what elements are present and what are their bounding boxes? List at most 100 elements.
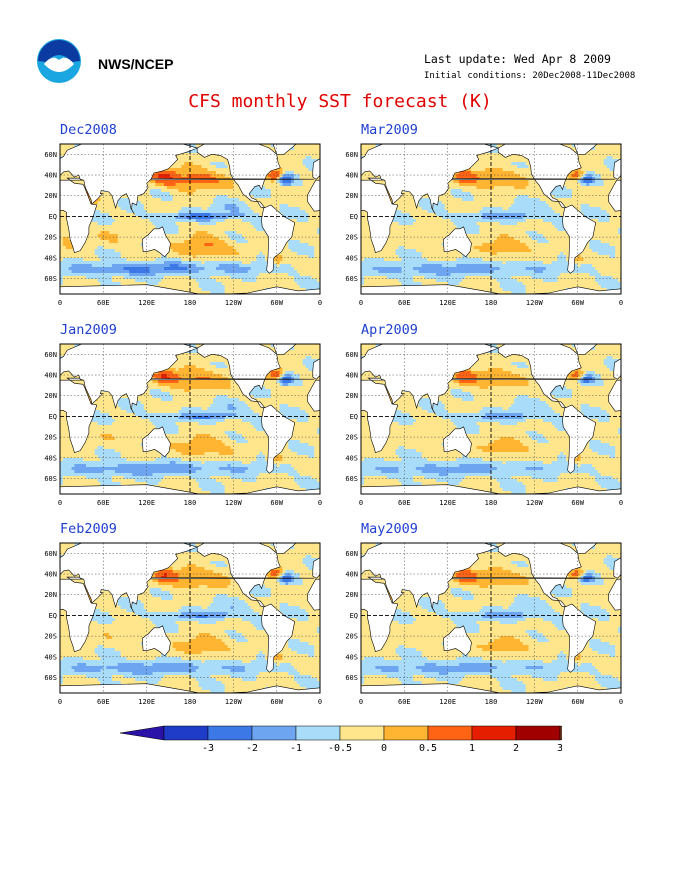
lat-label: 60S [345,674,358,682]
lon-label: 120E [138,698,155,706]
lon-label: 60W [270,698,283,706]
colorbar-label: 3 [557,743,562,754]
land-north-america [196,344,281,409]
sst-anomaly-field [361,144,621,294]
sst-map-feb2009: 60N 40N 20N EQ 20S 40S 60S 0 60E 120E 180 120W 60W 0 [44,542,322,706]
lat-label: EQ [49,413,57,421]
panel-title-feb: Feb2009 [60,521,117,537]
colorbar-swatch [339,725,385,741]
lat-label: 40S [345,454,358,462]
lat-label: 40S [345,653,358,661]
colorbar-label: 1 [469,743,475,754]
lat-label: 20N [44,591,57,599]
panel-title-may: May2009 [361,521,418,537]
land-north-america [497,344,582,409]
land-antarctica [361,284,621,294]
land-antarctica [60,284,320,294]
land-greenland [573,543,598,554]
lon-label: 0 [619,698,623,706]
colorbar-swatch [251,725,297,741]
lon-label: 60W [571,499,584,507]
lat-label: 60N [44,151,57,159]
lon-label: 0 [318,499,322,507]
lon-label: 0 [318,698,322,706]
lon-label: 60W [270,499,283,507]
lon-label: 0 [619,299,623,307]
colorbar-label: 0.5 [419,743,437,754]
lat-label: 40N [44,172,57,180]
land-eurasia [312,358,320,380]
lon-label: 180 [184,698,197,706]
sst-anomaly-field [60,144,320,294]
lon-label: 60W [571,299,584,307]
lat-label: 40S [44,454,57,462]
land-eurasia [60,344,199,415]
colorbar-label: -1 [290,743,302,754]
lon-label: 120W [225,499,243,507]
land-africa [361,377,616,453]
lon-label: 120E [439,299,456,307]
lat-label: 40S [44,254,57,262]
sst-anomaly-field [361,543,621,693]
land-eurasia [613,557,621,579]
lat-label: EQ [350,612,358,620]
panel-title-jan: Jan2009 [60,322,117,338]
lon-label: 120E [439,499,456,507]
lon-label: 120E [439,698,456,706]
land-eurasia [312,557,320,579]
lat-label: 60N [44,351,57,359]
lon-label: 120W [225,698,243,706]
lat-label: 20N [345,392,358,400]
land-africa [608,578,621,611]
page-title: CFS monthly SST forecast (K) [0,91,680,112]
colorbar-under-arrow [119,725,165,741]
land-africa [307,379,320,412]
initial-conditions: Initial conditions: 20Dec2008-11Dec2008 [424,71,635,81]
land-africa [307,179,320,212]
lat-label: 60N [345,550,358,558]
noaa-logo [37,39,81,83]
land-north-america [497,543,582,608]
colorbar-legend: -3 -2 -1 -0.5 0 0.5 1 2 3 [119,725,562,754]
lat-label: EQ [49,213,57,221]
lon-label: 120W [526,299,544,307]
land-australia [141,426,171,458]
land-eurasia [613,158,621,180]
lat-label: EQ [350,213,358,221]
colorbar-label: -3 [202,743,214,754]
sst-map-apr2009: 60N 40N 20N EQ 20S 40S 60S 0 60E 120E 180 120W 60W 0 [345,343,623,507]
lat-label: 40N [345,571,358,579]
colorbar-label: -0.5 [328,743,352,754]
sst-anomaly-field [60,543,320,693]
land-australia [442,625,472,657]
panel-title-apr: Apr2009 [361,322,418,338]
lat-label: 60S [44,674,57,682]
land-africa [361,177,616,253]
land-africa [608,379,621,412]
land-eurasia [361,543,500,614]
colorbar-swatch [163,725,209,741]
organization-name: NWS/NCEP [98,56,173,72]
land-north-america [196,543,281,608]
panel-title-mar: Mar2009 [361,122,418,138]
sst-map-mar2009: 60N 40N 20N EQ 20S 40S 60S 0 60E 120E 180 120W 60W 0 [345,143,623,307]
lat-label: 20S [44,434,57,442]
land-australia [141,625,171,657]
lon-label: 180 [485,698,498,706]
colorbar-swatch [471,725,517,741]
land-eurasia [60,144,199,215]
sst-anomaly-field [361,344,621,494]
lat-label: EQ [350,413,358,421]
lat-label: 20S [44,234,57,242]
land-north-america [196,144,281,209]
lat-label: 60N [345,351,358,359]
lat-label: 20S [345,434,358,442]
sst-map-may2009: 60N 40N 20N EQ 20S 40S 60S 0 60E 120E 180 120W 60W 0 [345,542,623,706]
lon-label: 60E [97,698,110,706]
lon-label: 0 [58,698,62,706]
lat-label: 60N [44,550,57,558]
colorbar-label: -2 [246,743,258,754]
lat-label: 40S [44,653,57,661]
lat-label: 20N [345,192,358,200]
lon-label: 120E [138,299,155,307]
